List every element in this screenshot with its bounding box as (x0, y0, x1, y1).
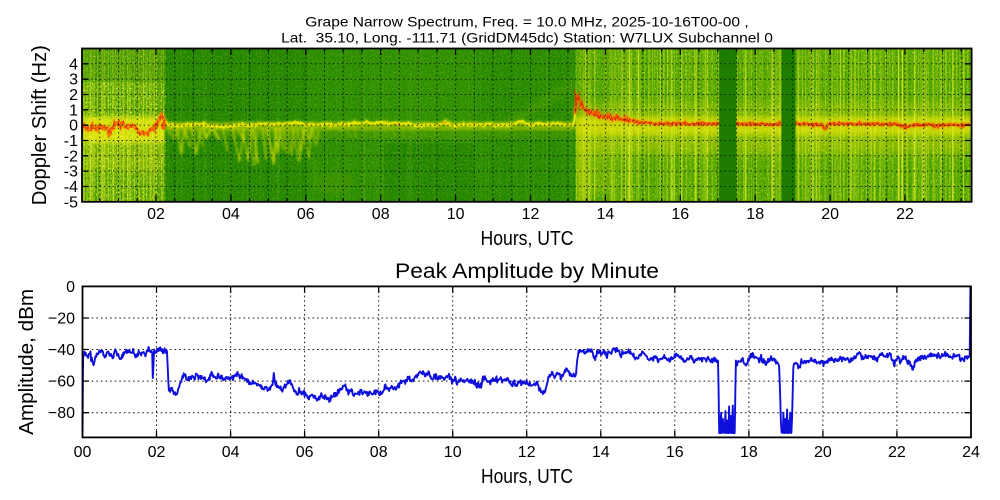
svg-text:-4: -4 (64, 179, 78, 196)
svg-text:16: 16 (666, 444, 684, 461)
svg-text:18: 18 (740, 444, 758, 461)
svg-text:0: 0 (66, 279, 75, 296)
svg-text:06: 06 (297, 206, 315, 223)
svg-text:20: 20 (814, 444, 832, 461)
svg-text:4: 4 (69, 56, 78, 73)
svg-text:04: 04 (222, 206, 240, 223)
svg-text:06: 06 (296, 444, 314, 461)
svg-text:-5: -5 (64, 194, 78, 211)
svg-text:02: 02 (148, 444, 166, 461)
svg-text:0: 0 (69, 118, 78, 135)
svg-text:22: 22 (888, 444, 906, 461)
svg-text:−20: −20 (48, 311, 75, 328)
svg-text:-2: -2 (64, 148, 78, 165)
svg-text:-3: -3 (64, 164, 78, 181)
svg-text:10: 10 (444, 444, 462, 461)
svg-text:14: 14 (592, 444, 610, 461)
svg-text:Hours, UTC: Hours, UTC (481, 466, 573, 488)
svg-text:2: 2 (69, 87, 78, 104)
svg-text:−80: −80 (48, 405, 75, 422)
svg-text:12: 12 (518, 444, 536, 461)
svg-text:−60: −60 (48, 374, 75, 391)
svg-text:00: 00 (74, 444, 92, 461)
svg-text:Doppler Shift (Hz): Doppler Shift (Hz) (29, 45, 51, 205)
svg-text:−40: −40 (48, 342, 75, 359)
svg-text:02: 02 (147, 206, 165, 223)
svg-text:04: 04 (222, 444, 240, 461)
svg-text:Lat. 35.10, Long. -111.71 (Gr: Lat. 35.10, Long. -111.71 (GridDM45dc) S… (281, 29, 773, 45)
svg-text:Amplitude, dBm: Amplitude, dBm (16, 289, 38, 435)
svg-text:08: 08 (372, 206, 390, 223)
svg-text:22: 22 (896, 206, 914, 223)
svg-text:12: 12 (522, 206, 540, 223)
svg-text:08: 08 (370, 444, 388, 461)
svg-text:14: 14 (597, 206, 615, 223)
svg-text:3: 3 (69, 72, 78, 89)
svg-text:16: 16 (671, 206, 689, 223)
svg-text:10: 10 (447, 206, 465, 223)
svg-text:1: 1 (69, 102, 78, 119)
svg-text:Grape Narrow Spectrum, Freq. =: Grape Narrow Spectrum, Freq. = 10.0 MHz,… (305, 13, 748, 29)
svg-text:-1: -1 (64, 133, 78, 150)
svg-text:20: 20 (821, 206, 839, 223)
svg-text:24: 24 (962, 444, 980, 461)
svg-text:Peak Amplitude by Minute: Peak Amplitude by Minute (395, 260, 659, 283)
svg-text:18: 18 (746, 206, 764, 223)
svg-text:Hours, UTC: Hours, UTC (481, 228, 574, 250)
